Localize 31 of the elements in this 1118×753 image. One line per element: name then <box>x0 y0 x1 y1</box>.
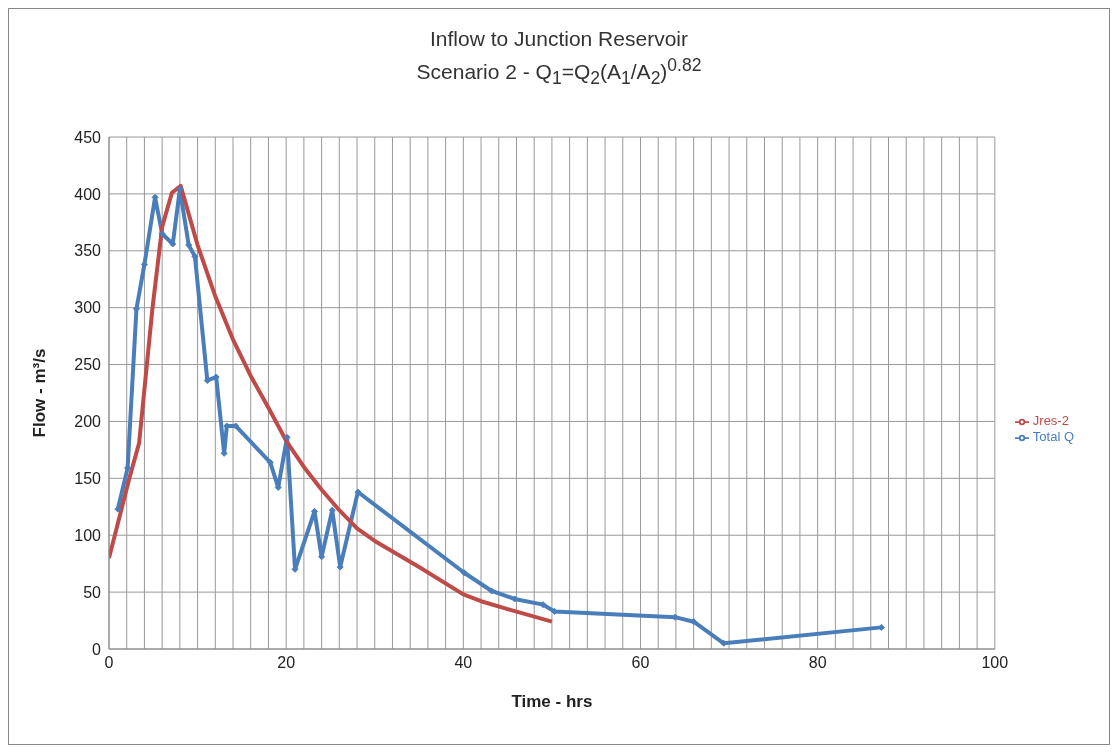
point <box>191 252 199 260</box>
y-tick-label: 450 <box>74 128 102 146</box>
y-axis-title: Flow - m³/s <box>30 348 50 438</box>
y-tick-label: 200 <box>74 413 102 431</box>
x-tick-label: 0 <box>104 654 114 672</box>
text: Scenario 2 - Q$_{1}$=Q$_{2}$(A$_{1}$/A$_{2}$)$^{0.82}$ <box>416 55 702 89</box>
y-tick-label: 300 <box>74 299 102 317</box>
y-tick-label: 100 <box>74 526 102 544</box>
y-tick-label: 50 <box>83 583 102 601</box>
y-tick-label: 400 <box>74 185 102 203</box>
x-axis-title: Time - hrs <box>511 692 593 711</box>
y-tick-label: 0 <box>92 640 102 658</box>
point <box>114 505 122 513</box>
point <box>460 569 468 577</box>
y-tick-label: 350 <box>74 242 102 260</box>
point <box>266 458 274 466</box>
x-tick-label: 60 <box>631 654 650 672</box>
point <box>690 618 698 626</box>
x-tick-label: 80 <box>808 654 827 672</box>
point <box>283 433 291 441</box>
legend-label: Jres-2 <box>1032 413 1069 429</box>
x-tick-label: 20 <box>277 654 296 672</box>
y-tick-label: 150 <box>74 470 102 488</box>
point <box>158 230 166 238</box>
x-tick-label: 100 <box>981 654 1009 672</box>
y-tick-label: 250 <box>74 356 102 374</box>
legend-label: Total Q <box>1032 429 1074 444</box>
line-series <box>109 183 554 624</box>
chart-title: Inflow to Junction Reservoir <box>429 27 689 51</box>
point <box>176 185 184 193</box>
x-tick-label: 40 <box>454 654 473 672</box>
